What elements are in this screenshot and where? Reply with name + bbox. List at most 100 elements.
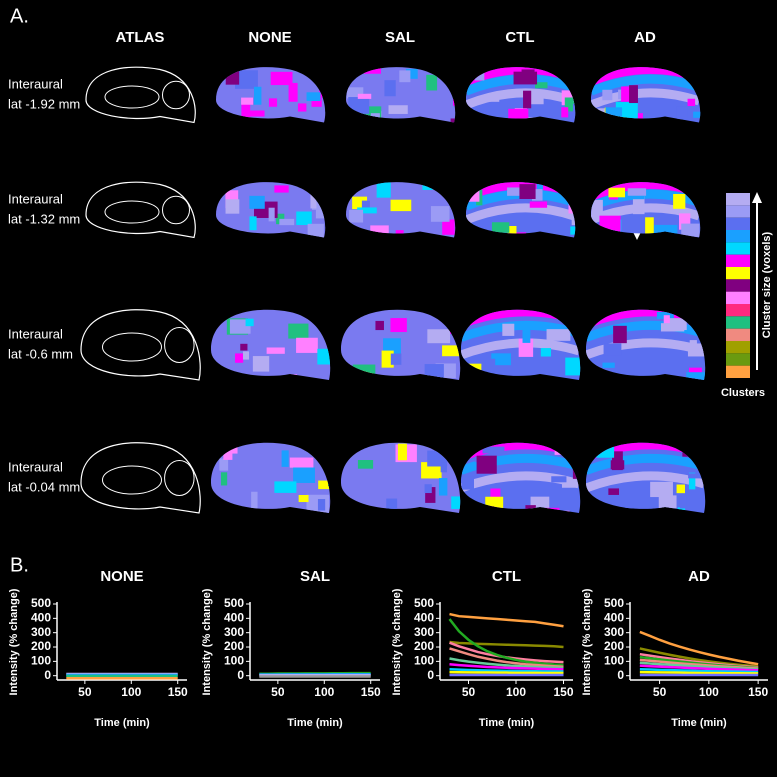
brain-cluster (310, 191, 317, 209)
brain-cluster (402, 511, 414, 513)
brain-cluster (370, 225, 389, 234)
brain-cluster (442, 345, 461, 357)
brain-cluster (450, 118, 456, 123)
brain-slice (466, 182, 576, 238)
brain-cluster (519, 184, 536, 199)
y-axis-label: Intensity (% change) (391, 588, 403, 695)
brain-band (586, 453, 706, 475)
arrowhead (633, 232, 641, 240)
brain-cluster (521, 69, 535, 78)
brain-cluster (405, 68, 418, 79)
atlas-outline (85, 181, 196, 239)
chart-title: NONE (100, 568, 143, 585)
brain-cluster (621, 86, 632, 102)
brain-cluster (274, 481, 297, 493)
brain-cluster (447, 187, 456, 194)
brain-cluster (363, 67, 382, 74)
brain-cluster (645, 217, 654, 236)
atlas-outline (85, 66, 196, 124)
brain-cluster (508, 108, 529, 121)
brain-cluster (288, 323, 309, 339)
brain-slice (591, 182, 701, 238)
brain-cluster (536, 182, 544, 191)
brain-cluster (623, 507, 634, 513)
colorbar-cell (726, 267, 750, 280)
brain-cluster (296, 211, 312, 226)
brain-cluster (449, 321, 459, 334)
brain-cluster (235, 70, 258, 89)
brain-cluster (687, 343, 706, 357)
brain-cluster (487, 96, 500, 102)
brain-slice (586, 442, 706, 513)
colorbar-arrowhead (752, 192, 762, 203)
panel-label: A. (10, 5, 29, 27)
y-tick-label: 400 (224, 611, 244, 625)
y-tick-label: 0 (427, 668, 434, 682)
brain-cluster (296, 337, 318, 353)
colorbar-cell (726, 353, 750, 366)
brain-band (591, 74, 701, 96)
x-tick-label: 50 (78, 685, 92, 699)
brain-cluster (610, 460, 625, 470)
y-tick-label: 300 (224, 625, 244, 639)
brain-cluster (699, 310, 706, 324)
brain-cluster (307, 223, 324, 238)
brain-cluster (573, 183, 576, 192)
brain-cluster (603, 343, 622, 356)
brain-slice (461, 442, 581, 513)
series-line (448, 618, 564, 667)
y-tick-label: 100 (414, 654, 434, 668)
atlas-structure (104, 85, 160, 109)
atlas-outline (80, 309, 201, 381)
row-label: lat -1.92 mm (8, 96, 80, 111)
brain-slice (466, 67, 576, 123)
y-tick-label: 200 (604, 639, 624, 653)
colorbar-cell (726, 217, 750, 230)
x-axis-label: Time (min) (671, 717, 727, 729)
brain-cluster (679, 213, 691, 230)
brain-cluster (689, 340, 697, 347)
colorbar-cell (726, 291, 750, 304)
brain-cluster (590, 445, 615, 458)
brain-cluster (263, 120, 274, 123)
brain-cluster (289, 457, 314, 468)
brain-cluster (613, 325, 627, 344)
brain-cluster (507, 232, 527, 238)
chart-title: SAL (300, 568, 330, 585)
brain-cluster (529, 201, 548, 208)
y-tick-label: 100 (604, 654, 624, 668)
colorbar-cell (726, 193, 750, 206)
brain-cluster (241, 104, 251, 118)
brain-cluster (427, 329, 451, 344)
colorbar-cell (726, 365, 750, 378)
brain-cluster (252, 356, 270, 372)
y-tick-label: 500 (224, 596, 244, 610)
brain-cluster (554, 444, 575, 455)
brain-cluster (425, 487, 436, 503)
brain-cluster (386, 498, 398, 513)
y-tick-label: 400 (31, 611, 51, 625)
brain-cluster (442, 219, 455, 235)
brain-cluster (229, 319, 251, 334)
brain-cluster (570, 312, 581, 332)
column-header: CTL (505, 29, 534, 46)
brain-cluster (658, 495, 677, 509)
brain-cluster (474, 71, 485, 81)
brain-slice (461, 309, 581, 380)
y-axis-label: Intensity (% change) (581, 588, 593, 695)
brain-cluster (608, 488, 620, 495)
series-line (639, 664, 759, 672)
atlas-cerebellum (162, 80, 190, 110)
brain-cluster (495, 376, 516, 380)
brain-slice (216, 182, 326, 238)
brain-cluster (293, 467, 315, 483)
chart-title: CTL (492, 568, 521, 585)
y-tick-label: 400 (604, 611, 624, 625)
brain-cluster (319, 85, 326, 98)
brain-band (586, 320, 706, 342)
brain-cluster (235, 353, 244, 363)
series-line (449, 657, 564, 670)
x-tick-label: 100 (699, 685, 719, 699)
brain-cluster (676, 484, 685, 494)
